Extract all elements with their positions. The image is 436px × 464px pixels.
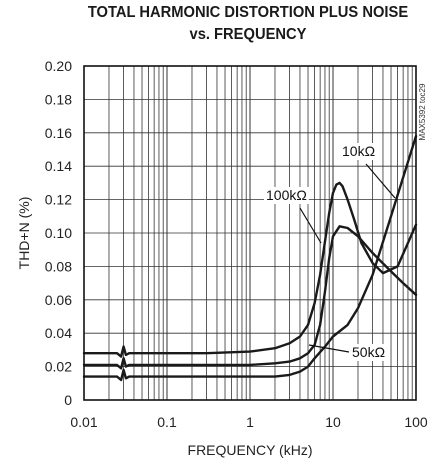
x-tick-label: 1 (246, 414, 254, 430)
y-tick-label: 0.08 (45, 258, 72, 274)
y-axis-label: THD+N (%) (16, 197, 32, 270)
annotation-background (340, 143, 378, 160)
y-tick-label: 0.12 (45, 192, 72, 208)
annotation-label: 50kΩ (352, 344, 385, 360)
annotation-leader (308, 344, 350, 353)
y-tick-label: 0.16 (45, 125, 72, 141)
annotation-label: 10kΩ (342, 143, 375, 159)
x-tick-label: 0.01 (70, 414, 97, 430)
side-code-label: MAX5392 toc29 (418, 83, 427, 140)
y-tick-label: 0.20 (45, 58, 72, 74)
chart-title: TOTAL HARMONIC DISTORTION PLUS NOISE (87, 4, 409, 21)
curves (82, 134, 418, 382)
series-line-1 (82, 225, 418, 370)
annotation-background (264, 187, 309, 204)
y-tick-label: 0.04 (45, 325, 72, 341)
plot-frame (83, 65, 417, 401)
y-tick-label: 0.02 (45, 359, 72, 375)
x-tick-label: 100 (404, 414, 428, 430)
annotation-label: 100kΩ (266, 187, 307, 203)
x-tick-labels: 0.01 0.1 1 10 100 (70, 414, 428, 430)
series-line-0 (82, 181, 418, 358)
chart-subtitle: vs. FREQUENCY (189, 26, 307, 43)
y-tick-label: 0 (64, 392, 72, 408)
annotations: 10kΩ 100kΩ 50kΩ (264, 143, 396, 361)
y-tick-label: 0.18 (45, 91, 72, 107)
y-tick-label: 0.10 (45, 225, 72, 241)
series-line-2 (82, 134, 418, 382)
annotation-leader (299, 207, 322, 244)
x-tick-label: 0.1 (157, 414, 177, 430)
annotation-background (350, 344, 388, 361)
x-axis-label: FREQUENCY (kHz) (188, 442, 313, 458)
y-tick-label: 0.14 (45, 158, 72, 174)
y-tick-labels: 0 0.02 0.04 0.06 0.08 0.10 0.12 0.14 0.16 0.18 0.2… (45, 58, 72, 408)
y-tick-label: 0.06 (45, 292, 72, 308)
annotation-leader (365, 163, 396, 199)
x-tick-label: 10 (325, 414, 341, 430)
